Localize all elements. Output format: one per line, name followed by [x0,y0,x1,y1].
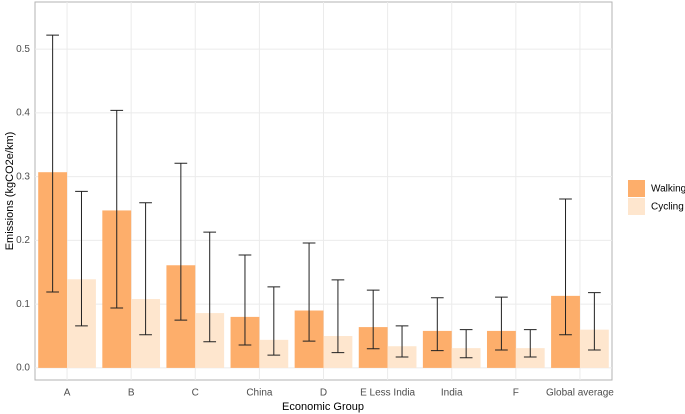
error-bar [75,190,88,327]
x-tick-label: Global average [546,388,614,399]
error-bar [331,279,345,354]
y-tick-label: 0.5 [16,44,30,55]
error-bar [495,296,508,351]
x-tick-label: China [246,388,273,399]
error-bar [559,198,572,336]
x-tick-label: A [64,388,71,399]
x-tick-label: D [320,388,327,399]
x-tick-label: India [441,388,463,399]
x-tick-label: C [192,388,199,399]
error-bar [174,162,188,321]
x-axis-title: Economic Group [282,401,364,413]
error-bar [588,292,601,351]
error-bar [267,286,281,356]
bar [515,348,545,368]
error-bar [366,289,380,350]
y-axis-title: Emissions (kgCO2e/km) [4,132,16,251]
x-tick-label: B [128,388,135,399]
error-bar [523,329,537,358]
error-bar [238,254,252,346]
error-bar [302,242,316,342]
error-bar [395,325,409,358]
error-bar [139,202,152,336]
x-tick-label: F [513,388,519,399]
legend-label: Cycling [651,202,684,213]
y-tick-label: 0.1 [16,299,30,310]
legend-swatch [628,180,645,197]
y-tick-label: 0.4 [16,108,30,119]
legend-swatch [628,198,645,215]
legend-label: Walking [651,184,685,195]
y-tick-label: 0.2 [16,235,30,246]
error-bar [110,109,124,309]
y-tick-label: 0.0 [16,363,30,374]
y-tick-label: 0.3 [16,171,30,182]
error-bar [459,329,473,359]
x-tick-label: E Less India [360,388,415,399]
error-bar [203,231,217,343]
error-bar [430,297,444,352]
error-bar [46,34,59,293]
